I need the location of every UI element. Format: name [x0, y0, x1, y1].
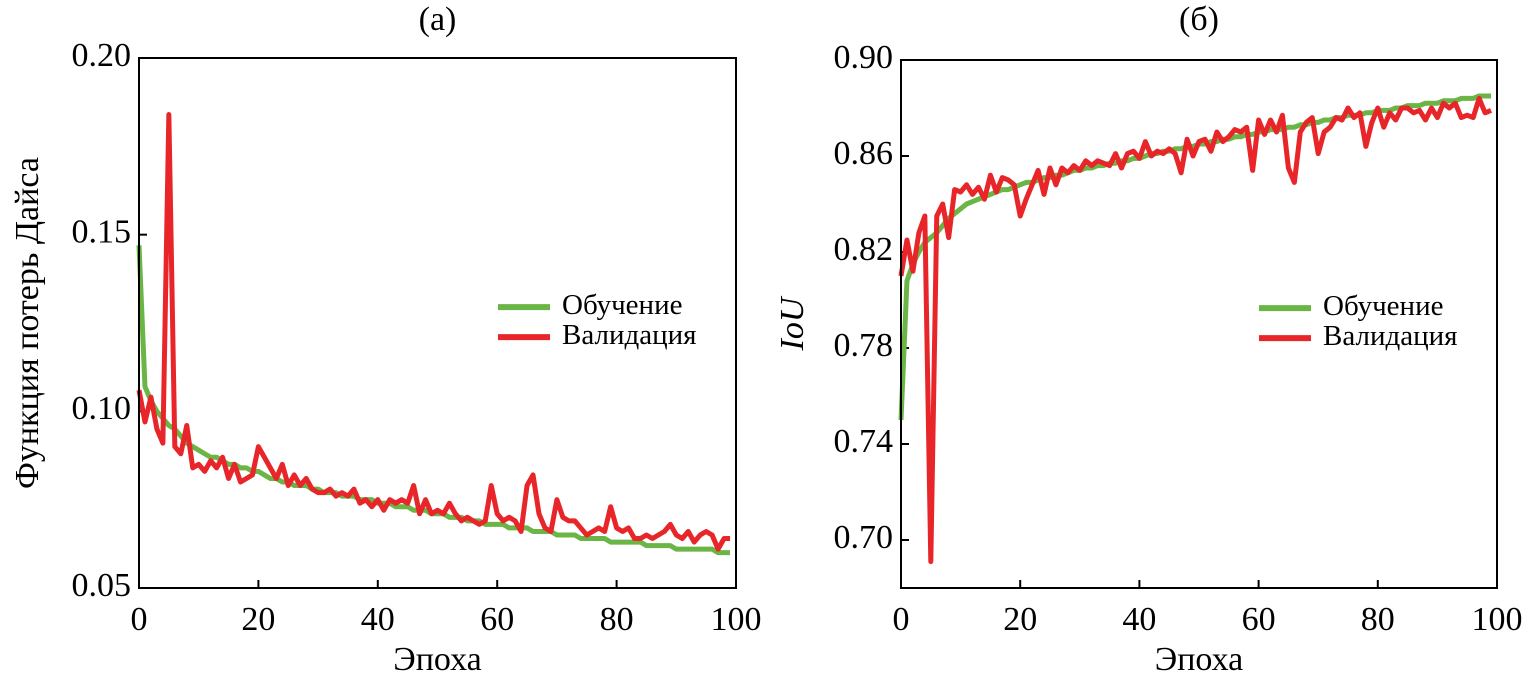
x-tick-label: 20 [1003, 601, 1037, 638]
y-tick-label: 0.86 [834, 135, 894, 172]
series-line [136, 112, 731, 552]
y-tick-label: 0.82 [834, 231, 894, 268]
x-tick-label: 60 [480, 601, 514, 638]
chart-title: (б) [1179, 1, 1219, 38]
legend-label: Валидация [562, 319, 696, 351]
y-tick-label: 0.78 [834, 327, 894, 364]
x-tick-label: 80 [1361, 601, 1395, 638]
y-tick-label: 0.74 [834, 423, 894, 460]
y-tick-label: 0.20 [72, 37, 132, 74]
x-tick-label: 100 [711, 601, 762, 638]
plot-frame [900, 59, 1498, 589]
x-tick-label: 60 [1242, 601, 1276, 638]
y-axis-label: Функция потерь Дайса [9, 157, 46, 489]
x-axis-label: Эпоха [393, 641, 481, 678]
y-tick-label: 0.70 [834, 519, 894, 556]
series-line [898, 95, 1492, 565]
y-tick-label: 0.90 [834, 39, 894, 76]
chart-title: (a) [419, 1, 457, 38]
x-tick-label: 40 [1122, 601, 1156, 638]
x-tick-label: 40 [361, 601, 395, 638]
x-tick-label: 80 [600, 601, 634, 638]
y-tick-label: 0.05 [72, 567, 132, 604]
legend-label: Валидация [1323, 320, 1457, 352]
x-tick-label: 0 [131, 601, 148, 638]
y-tick-label: 0.15 [72, 213, 132, 250]
x-axis-label: Эпоха [1155, 641, 1243, 678]
legend-label: Обучение [562, 289, 682, 321]
x-tick-label: 20 [241, 601, 275, 638]
legend-label: Обучение [1323, 290, 1443, 322]
plot-frame [138, 57, 737, 589]
x-tick-label: 100 [1472, 601, 1523, 638]
y-tick-label: 0.10 [72, 390, 132, 427]
y-axis-label: IoU [774, 295, 811, 351]
x-tick-label: 0 [893, 601, 910, 638]
